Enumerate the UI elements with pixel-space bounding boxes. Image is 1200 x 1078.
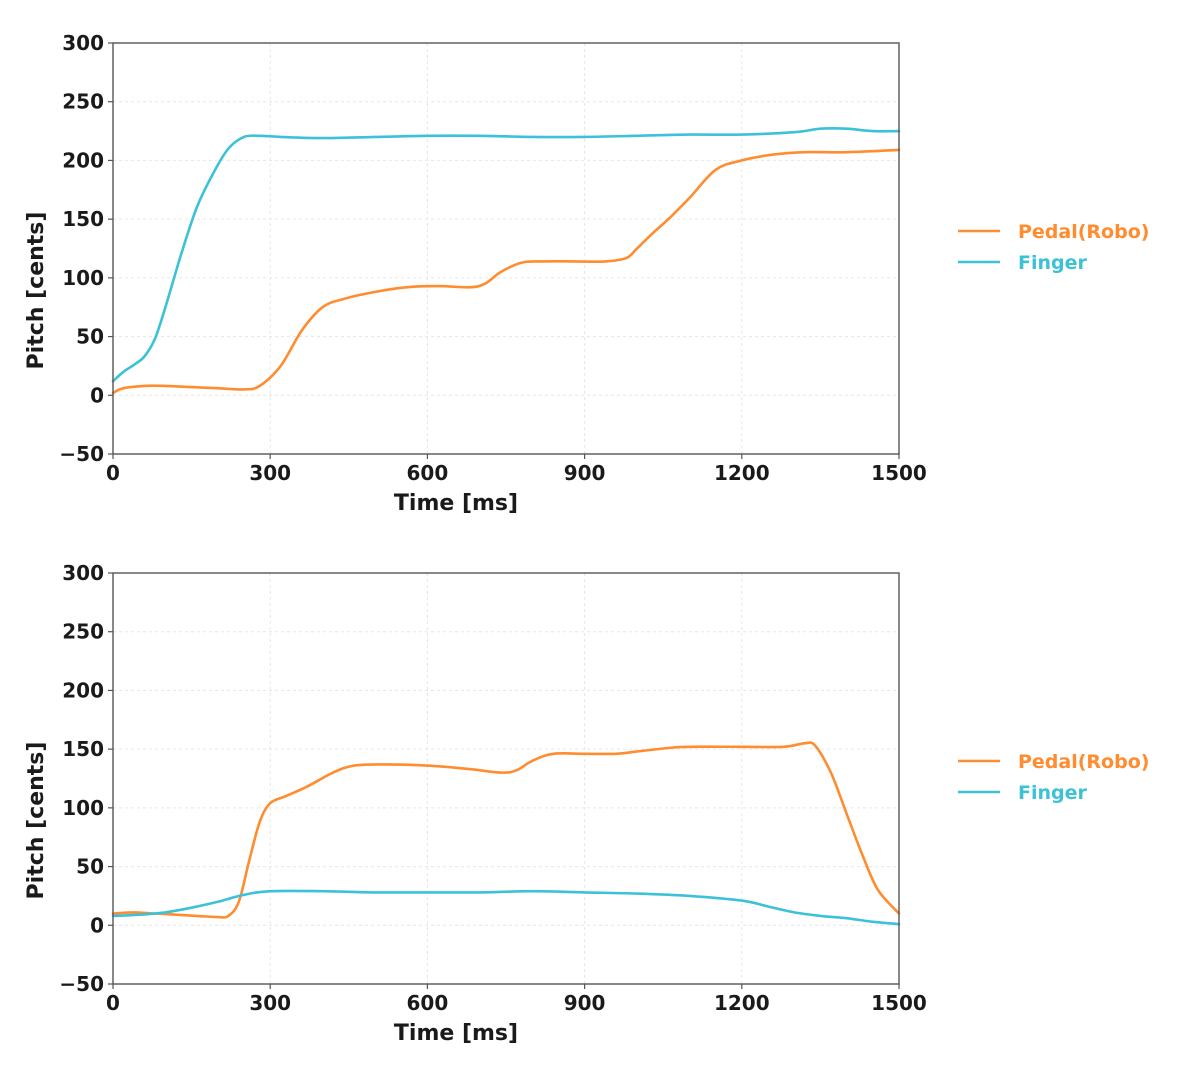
legend: Pedal(Robo) Finger [958,751,1149,804]
y-tick-label: 300 [62,31,104,55]
x-tick-label: 1500 [871,991,927,1015]
x-tick-label: 900 [564,991,606,1015]
series-line-finger [111,889,901,926]
legend-label: Finger [1018,782,1088,804]
y-axis-label: Pitch [cents] [24,212,49,370]
x-tick-label: 300 [249,461,291,485]
legend: Pedal(Robo) Finger [958,221,1149,274]
y-tick-label: 100 [62,796,104,820]
x-tick-label: 600 [407,991,449,1015]
plot-frame [112,572,900,985]
y-tick-label: 300 [62,561,104,585]
x-axis-label: Time [ms] [394,1021,518,1046]
x-tick-label: 0 [106,461,120,485]
y-tick-label: 250 [62,90,104,114]
y-tick-label: 0 [90,913,104,937]
x-tick-label: 1500 [871,461,927,485]
y-tick-label: 150 [62,207,104,231]
plot-frame [112,42,900,455]
y-tick-label: −50 [59,972,104,996]
x-tick-label: 900 [564,461,606,485]
x-tick-label: 0 [106,991,120,1015]
chart-2: 0 300 600 900 1200 1500−50050100150200250300T… [24,561,1149,1046]
y-tick-label: 200 [62,678,104,702]
y-tick-label: 0 [90,383,104,407]
y-tick-label: 100 [62,266,104,290]
x-axis-label: Time [ms] [394,491,518,516]
y-tick-label: 250 [62,620,104,644]
x-tick-label: 1200 [714,461,770,485]
y-tick-label: 50 [76,325,104,349]
plot-area [113,43,899,454]
y-tick-label: 150 [62,737,104,761]
y-tick-label: 200 [62,148,104,172]
series-line-pedal-robo [111,741,901,919]
plot-area [113,573,899,984]
legend-label: Pedal(Robo) [1018,751,1149,773]
y-tick-label: −50 [59,442,104,466]
chart-1: 0 300 600 900 1200 1500−50050100150200250300T… [24,31,1149,516]
series-line-finger [111,127,901,383]
x-tick-label: 300 [249,991,291,1015]
x-tick-label: 1200 [714,991,770,1015]
legend-label: Pedal(Robo) [1018,221,1149,243]
legend-label: Finger [1018,252,1088,274]
x-tick-label: 600 [407,461,449,485]
series-line-pedal-robo [111,148,901,395]
y-tick-label: 50 [76,855,104,879]
y-axis-label: Pitch [cents] [24,742,49,900]
